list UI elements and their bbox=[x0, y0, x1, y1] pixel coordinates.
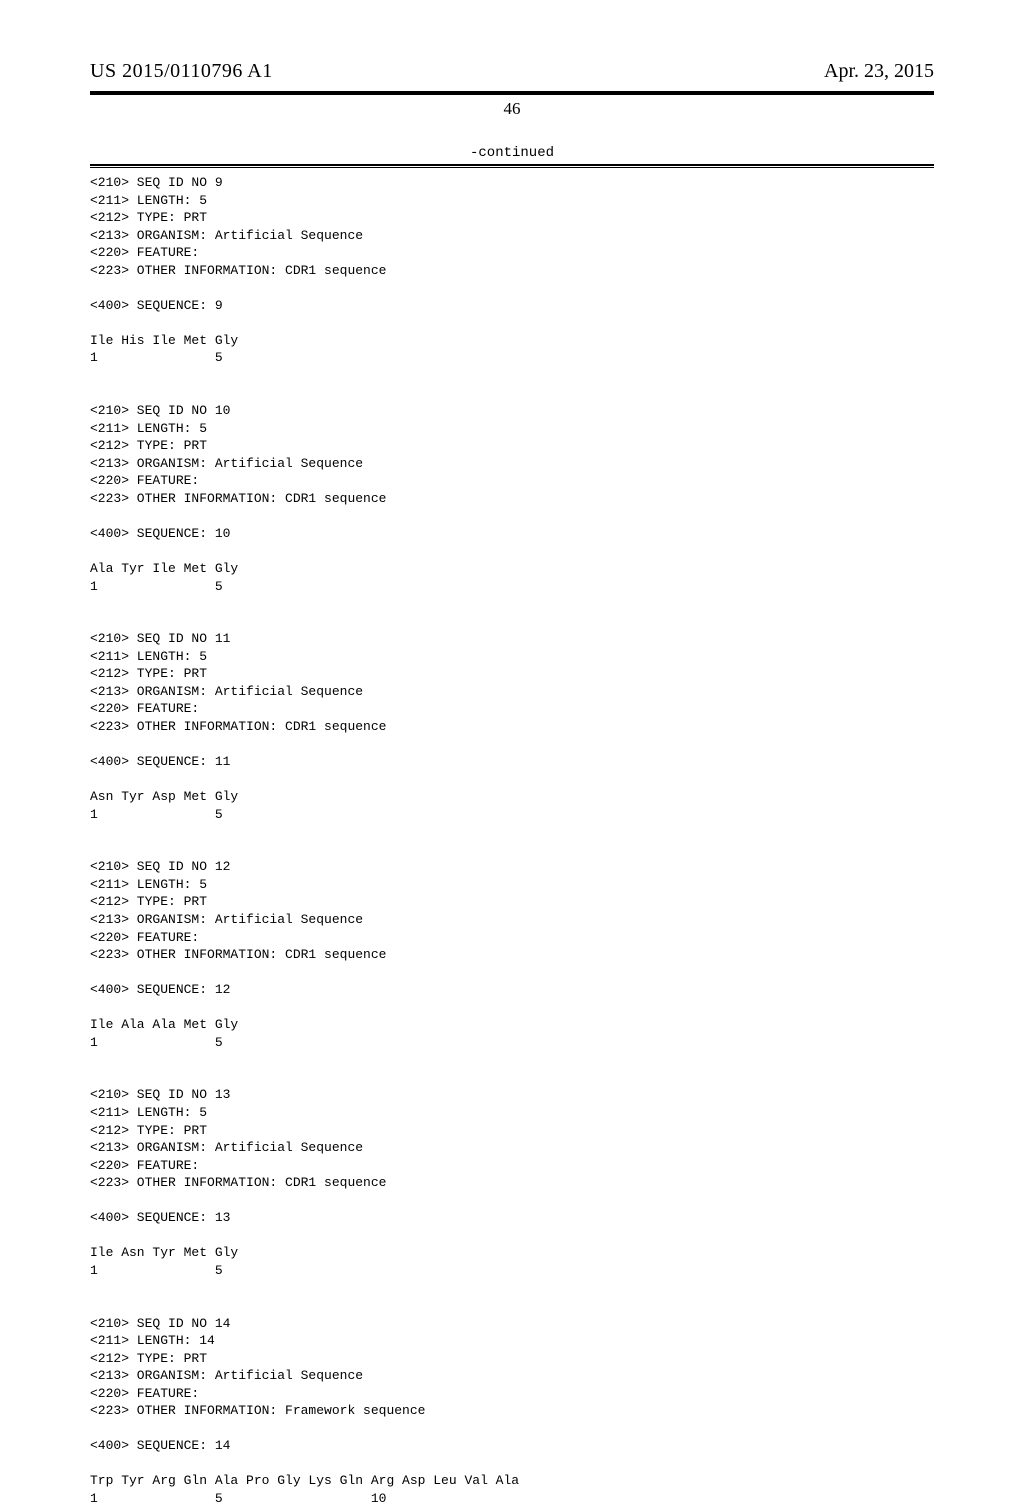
sequence-gap bbox=[90, 1051, 934, 1086]
page-header: US 2015/0110796 A1 Apr. 23, 2015 bbox=[90, 60, 934, 83]
patent-page: US 2015/0110796 A1 Apr. 23, 2015 46 -con… bbox=[0, 0, 1024, 1320]
publication-number: US 2015/0110796 A1 bbox=[90, 60, 273, 83]
sequence-block: <210> SEQ ID NO 9 <211> LENGTH: 5 <212> … bbox=[90, 174, 934, 367]
sequence-block: <210> SEQ ID NO 14 <211> LENGTH: 14 <212… bbox=[90, 1315, 934, 1508]
publication-date: Apr. 23, 2015 bbox=[824, 60, 934, 83]
page-number: 46 bbox=[90, 99, 934, 119]
sequence-gap bbox=[90, 595, 934, 630]
header-rule bbox=[90, 91, 934, 95]
continued-label: -continued bbox=[90, 145, 934, 161]
sequence-rule-mid bbox=[90, 167, 934, 168]
sequence-gap bbox=[90, 823, 934, 858]
sequence-block: <210> SEQ ID NO 12 <211> LENGTH: 5 <212>… bbox=[90, 858, 934, 1051]
sequence-block: <210> SEQ ID NO 13 <211> LENGTH: 5 <212>… bbox=[90, 1086, 934, 1279]
sequence-block: <210> SEQ ID NO 10 <211> LENGTH: 5 <212>… bbox=[90, 402, 934, 595]
sequence-rule-top bbox=[90, 164, 934, 166]
sequence-listing: <210> SEQ ID NO 9 <211> LENGTH: 5 <212> … bbox=[90, 174, 934, 1508]
sequence-gap bbox=[90, 1279, 934, 1314]
sequence-gap bbox=[90, 367, 934, 402]
sequence-block: <210> SEQ ID NO 11 <211> LENGTH: 5 <212>… bbox=[90, 630, 934, 823]
